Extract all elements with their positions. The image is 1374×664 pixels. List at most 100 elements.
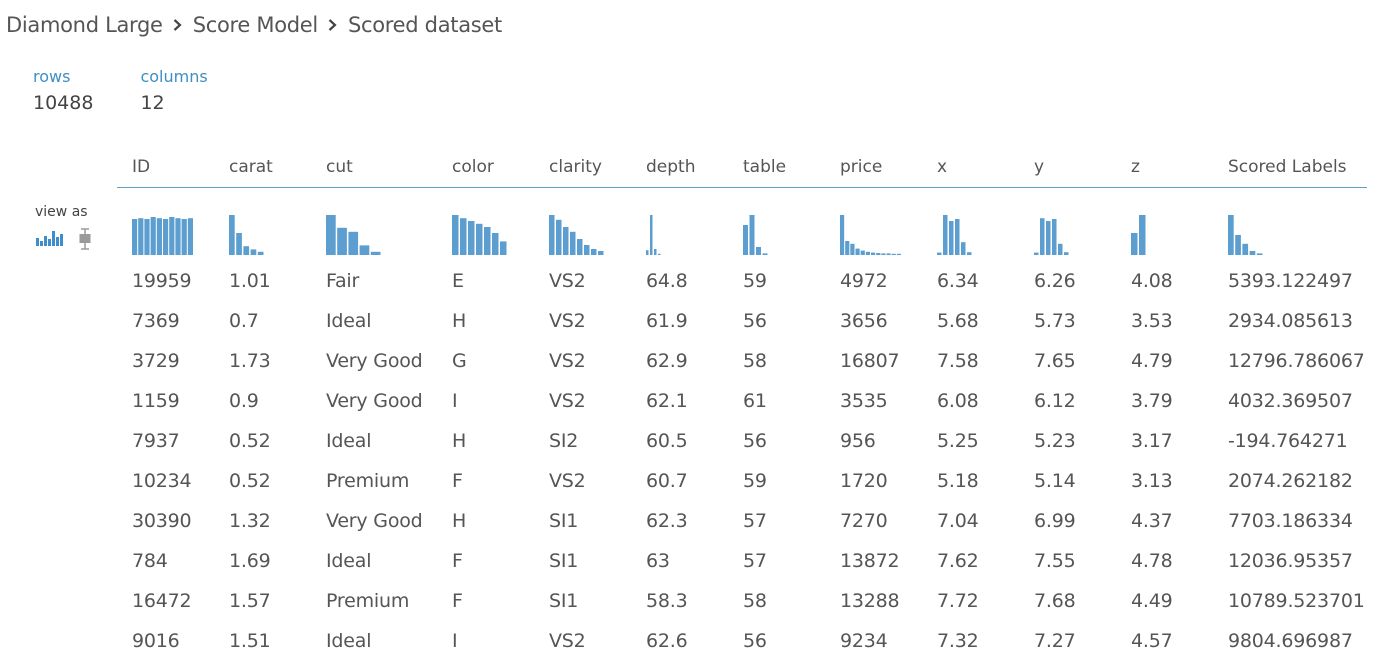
- table-cell: SI2: [549, 430, 579, 452]
- column-header[interactable]: Scored Labels: [1228, 156, 1347, 177]
- histogram-bar: [646, 250, 649, 255]
- table-cell: 5.68: [937, 310, 979, 332]
- table-cell: VS2: [549, 470, 586, 492]
- column-header[interactable]: cut: [326, 156, 353, 177]
- column-histogram[interactable]: [534, 213, 631, 257]
- histogram-row: [117, 188, 1367, 261]
- columns-value: 12: [140, 92, 165, 114]
- breadcrumb-module[interactable]: Score Model: [192, 13, 319, 37]
- table-cell: 7.68: [1034, 590, 1076, 612]
- column-header[interactable]: clarity: [549, 156, 602, 177]
- table-row[interactable]: 10234 0.52 Premium F VS2 60.7 59 1720 5.18 5.14 3.…: [117, 461, 1367, 501]
- column-header[interactable]: x: [937, 156, 948, 177]
- table-cell: Very Good: [326, 390, 423, 412]
- histogram-bar: [1040, 218, 1045, 255]
- histogram-bar: [175, 218, 181, 255]
- table-cell: 1.73: [229, 350, 271, 372]
- table-cell: 1159: [132, 390, 180, 412]
- table-cell: SI1: [549, 510, 579, 532]
- histogram-chart: [549, 215, 604, 255]
- histogram-bar: [1235, 235, 1241, 255]
- column-histogram[interactable]: [214, 213, 311, 257]
- table-row[interactable]: 3729 1.73 Very Good G VS2 62.9 58 16807 7.58 7.65…: [117, 341, 1367, 381]
- table-row[interactable]: 1159 0.9 Very Good I VS2 62.1 61 3535 6.08 6.12 3.…: [117, 381, 1367, 421]
- histogram-bar: [955, 219, 960, 255]
- table-cell: 7703.186334: [1228, 510, 1353, 532]
- column-histogram[interactable]: [311, 213, 437, 257]
- table-cell: 13872: [840, 550, 900, 572]
- table-cell: 4.79: [1131, 350, 1173, 372]
- table-cell: 61: [743, 390, 767, 412]
- histogram-bar: [756, 247, 761, 255]
- histogram-bar: [150, 217, 156, 255]
- table-row[interactable]: 19959 1.01 Fair E VS2 64.8 59 4972 6.34 6.26 4.08 5…: [117, 261, 1367, 301]
- table-cell: 4.49: [1131, 590, 1173, 612]
- histogram-bar: [370, 251, 381, 255]
- column-histogram[interactable]: [631, 213, 728, 257]
- table-row[interactable]: 9016 1.51 Ideal I VS2 62.6 56 9234 7.32 7.27 4.57 9…: [117, 621, 1367, 661]
- column-header[interactable]: price: [840, 156, 883, 177]
- column-header[interactable]: z: [1131, 156, 1140, 177]
- table-row[interactable]: 16472 1.57 Premium F SI1 58.3 58 13288 7.72 7.68 4…: [117, 581, 1367, 621]
- table-cell: 12036.95357: [1228, 550, 1353, 572]
- column-histogram[interactable]: [728, 213, 825, 257]
- histogram-bar: [584, 245, 590, 255]
- table-row[interactable]: 30390 1.32 Very Good H SI1 62.3 57 7270 7.04 6.99…: [117, 501, 1367, 541]
- histogram-bar: [871, 252, 876, 255]
- histogram-bar: [1242, 243, 1249, 255]
- column-histogram[interactable]: [1019, 213, 1116, 257]
- table-cell: 7270: [840, 510, 888, 532]
- table-cell: 4.08: [1131, 270, 1173, 292]
- column-histogram[interactable]: [922, 213, 1019, 257]
- table-cell: 1.69: [229, 550, 271, 572]
- column-histogram[interactable]: [1213, 213, 1367, 257]
- table-cell: E: [452, 270, 464, 292]
- chevron-right-icon: [318, 19, 348, 31]
- histogram-bar: [845, 241, 850, 255]
- column-histogram[interactable]: [437, 213, 534, 257]
- table-cell: 7.58: [937, 350, 979, 372]
- view-as-panel: view as: [35, 202, 92, 254]
- table-cell: Fair: [326, 270, 360, 292]
- table-cell: SI1: [549, 550, 579, 572]
- table-cell: 57: [743, 510, 767, 532]
- column-header[interactable]: ID: [132, 156, 151, 177]
- breadcrumb-experiment[interactable]: Diamond Large: [6, 13, 163, 37]
- table-cell: 9804.696987: [1228, 630, 1353, 652]
- table-cell: 56: [743, 310, 767, 332]
- histogram-bar: [1249, 251, 1256, 255]
- table-cell: 3729: [132, 350, 180, 372]
- table-cell: 3.13: [1131, 470, 1173, 492]
- column-header[interactable]: color: [452, 156, 494, 177]
- table-cell: H: [452, 310, 467, 332]
- table-cell: Ideal: [326, 310, 372, 332]
- column-histogram[interactable]: [1116, 213, 1213, 257]
- table-row[interactable]: 784 1.69 Ideal F SI1 63 57 13872 7.62 7.55 4.78 120…: [117, 541, 1367, 581]
- column-header[interactable]: depth: [646, 156, 696, 177]
- table-cell: 3656: [840, 310, 888, 332]
- column-header[interactable]: y: [1034, 156, 1045, 177]
- table-cell: 5393.122497: [1228, 270, 1353, 292]
- table-row[interactable]: 7937 0.52 Ideal H SI2 60.5 56 956 5.25 5.23 3.17 -1…: [117, 421, 1367, 461]
- histogram-view-icon[interactable]: [36, 228, 64, 254]
- table-cell: VS2: [549, 310, 586, 332]
- histogram-bar: [1058, 243, 1063, 255]
- table-cell: 6.12: [1034, 390, 1076, 412]
- table-cell: 59: [743, 470, 767, 492]
- table-cell: 956: [840, 430, 876, 452]
- table-cell: 3535: [840, 390, 888, 412]
- column-header[interactable]: table: [743, 156, 787, 177]
- table-row[interactable]: 7369 0.7 Ideal H VS2 61.9 56 3656 5.68 5.73 3.53 29…: [117, 301, 1367, 341]
- histogram-bar: [855, 248, 860, 255]
- table-cell: VS2: [549, 630, 586, 652]
- table-cell: H: [452, 510, 467, 532]
- boxplot-view-icon[interactable]: [78, 228, 92, 254]
- histogram-bar: [348, 231, 359, 255]
- table-cell: 2934.085613: [1228, 310, 1353, 332]
- column-histogram[interactable]: [825, 213, 922, 257]
- histogram-chart: [229, 215, 264, 255]
- column-header[interactable]: carat: [229, 156, 273, 177]
- histogram-chart: [743, 215, 768, 255]
- column-histogram[interactable]: [117, 213, 214, 257]
- table-cell: Ideal: [326, 550, 372, 572]
